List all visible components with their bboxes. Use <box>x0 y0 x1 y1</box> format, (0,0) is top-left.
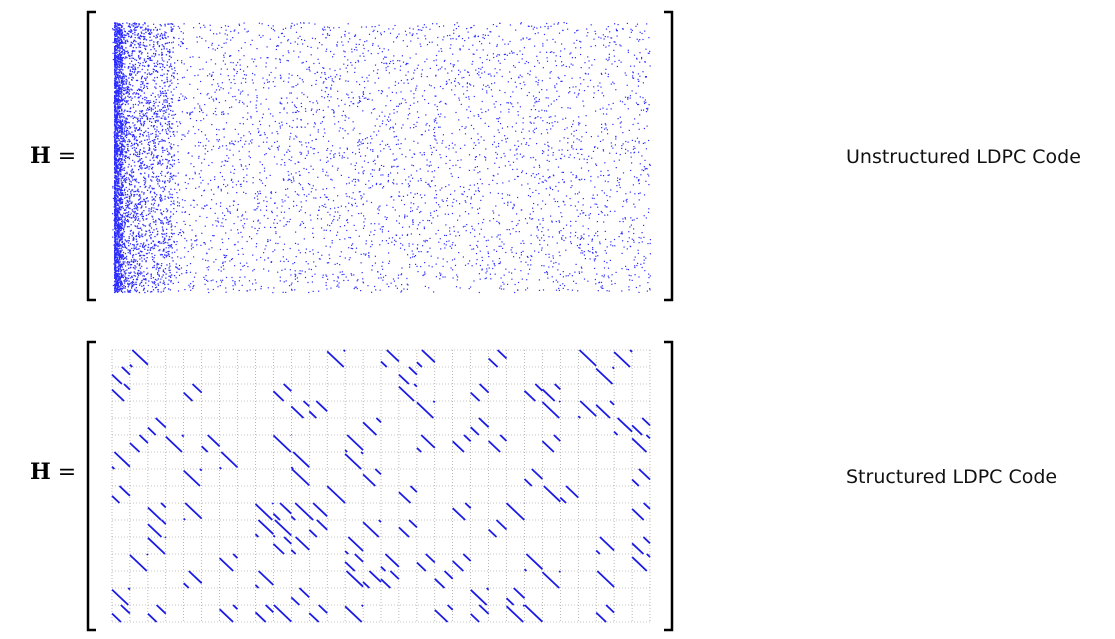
bottom-equals-sign: = <box>57 460 77 485</box>
bottom-left-bracket <box>86 340 96 632</box>
structured-block-grid <box>111 349 651 623</box>
top-right-bracket <box>664 10 674 302</box>
top-equation: H = <box>30 143 76 169</box>
top-left-bracket <box>86 10 96 302</box>
top-equals-sign: = <box>57 144 77 169</box>
structured-circulant-pattern <box>111 349 651 623</box>
bottom-equation: H = <box>30 459 76 485</box>
structured-caption: Structured LDPC Code <box>846 466 1058 488</box>
bottom-matrix-symbol: H <box>30 459 51 485</box>
top-matrix-symbol: H <box>30 143 51 169</box>
unstructured-caption: Unstructured LDPC Code <box>846 146 1081 168</box>
bottom-right-bracket <box>664 340 674 632</box>
unstructured-sparsity-pattern <box>112 22 651 294</box>
